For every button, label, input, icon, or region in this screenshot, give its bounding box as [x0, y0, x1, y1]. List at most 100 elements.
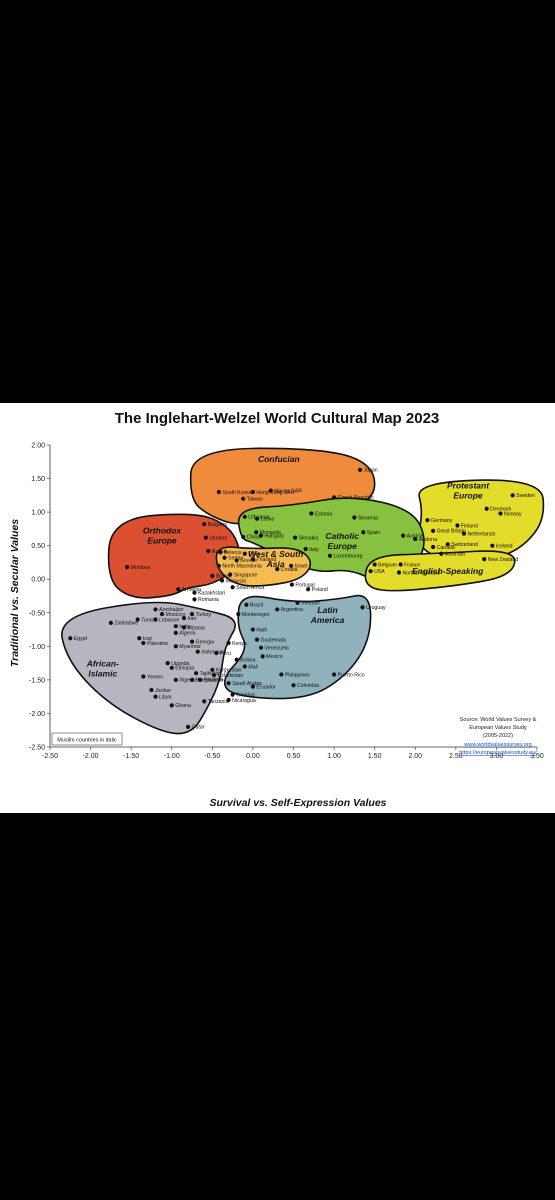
region-label: Latin — [317, 605, 337, 615]
country-label: South Korea — [222, 490, 251, 496]
country-point — [258, 533, 264, 538]
wvs-link[interactable]: www.worldvaluessurvey.org — [463, 742, 531, 748]
country-point — [173, 624, 178, 629]
source-line-2: European Values Study — [469, 725, 527, 731]
country-label: Netherlands — [467, 531, 495, 537]
country-point — [309, 511, 314, 516]
region-label: America — [310, 615, 345, 625]
region-label: Protestant — [447, 481, 490, 491]
country-label: Georgia — [196, 639, 215, 645]
country-label: Israel — [295, 564, 308, 570]
country-label: Thailand — [256, 557, 276, 563]
country-label: Brazil — [250, 603, 263, 609]
country-point — [234, 558, 239, 563]
country-point — [165, 661, 170, 666]
country-point — [226, 681, 231, 686]
country-label: Belgium — [378, 562, 397, 568]
country-point — [137, 636, 142, 641]
country-label: Switzerland — [451, 542, 478, 548]
country-point — [445, 542, 450, 547]
country-point — [189, 612, 195, 617]
country-label: Argentina — [281, 607, 303, 613]
evs-link[interactable]: https://europeanvaluesstudy.eu/ — [459, 750, 537, 756]
country-label: New Zealand — [488, 557, 519, 563]
country-label: Serbia — [228, 556, 243, 562]
country-point — [181, 625, 187, 630]
country-label: Guatemala — [260, 637, 285, 643]
country-point — [173, 630, 178, 636]
country-point — [189, 677, 195, 682]
country-label: Italy — [309, 547, 319, 553]
country-point — [279, 672, 284, 677]
country-label: Tunisia — [141, 617, 157, 623]
country-point — [413, 536, 418, 542]
country-point — [295, 600, 300, 605]
country-label: Belarus — [224, 550, 242, 556]
country-label: Pakistan — [204, 678, 224, 684]
country-label: Iran — [187, 616, 196, 622]
country-label: USA — [374, 569, 385, 575]
x-tick-label: 0.50 — [287, 753, 301, 760]
country-label: Colombia — [297, 683, 319, 689]
country-label: Mongolia — [260, 530, 281, 536]
country-point — [236, 612, 241, 617]
country-label: Uzbekistan — [217, 673, 243, 679]
region-label: African- — [86, 658, 119, 668]
country-label: Tanzania — [208, 699, 229, 705]
country-point — [194, 671, 199, 676]
country-point — [206, 548, 211, 554]
country-label: Bosnia — [216, 574, 232, 580]
country-label: Zimbabwe — [114, 621, 138, 627]
country-label: Slovenia — [358, 515, 378, 521]
country-point — [203, 535, 208, 540]
country-label: Vietnam — [301, 601, 320, 607]
country-point — [484, 506, 489, 511]
country-point — [192, 590, 197, 595]
country-point — [230, 692, 235, 697]
country-point — [241, 496, 246, 501]
y-tick-label: -0.50 — [29, 610, 45, 617]
country-point — [244, 602, 249, 607]
country-label: Jordan — [154, 688, 171, 694]
country-label: Finland — [461, 523, 478, 529]
country-point — [254, 516, 260, 521]
country-point — [482, 556, 487, 562]
country-label: Haiti — [256, 627, 266, 633]
x-tick-label: -1.00 — [164, 753, 180, 760]
country-label: Palestine — [147, 641, 168, 647]
country-label: Portugal — [295, 582, 314, 588]
country-point — [425, 518, 430, 523]
country-point — [195, 649, 200, 654]
country-point — [396, 570, 402, 575]
y-tick-label: -1.50 — [29, 677, 45, 684]
country-label: Iceland — [496, 543, 513, 549]
country-label: Slovakia — [299, 535, 319, 541]
country-label: Kazakhstan — [198, 590, 225, 596]
country-label: Ethiopia — [175, 666, 194, 672]
country-point — [153, 607, 158, 612]
country-label: Nigeria — [179, 678, 196, 684]
country-label: North Macedonia — [222, 564, 262, 570]
country-point — [173, 644, 178, 649]
y-tick-label: 1.00 — [31, 510, 45, 517]
country-label: Norway — [504, 511, 522, 517]
country-label: Malaysia — [226, 578, 247, 584]
region-label: Orthodox — [143, 526, 183, 536]
country-point — [198, 677, 203, 682]
country-point — [289, 582, 294, 587]
country-label: Ukraine — [209, 535, 227, 541]
country-label: Greece — [240, 558, 257, 564]
country-point — [242, 514, 247, 519]
country-point — [242, 664, 247, 669]
country-label: Kenya — [232, 641, 247, 647]
region-shape — [107, 513, 241, 599]
country-point — [250, 684, 256, 689]
country-point — [222, 555, 227, 560]
region-label: Europe — [147, 536, 177, 546]
country-label: Peru — [220, 651, 231, 657]
muslim-note: Muslim countries in italic — [57, 738, 117, 744]
y-tick-label: -1.00 — [29, 644, 45, 651]
country-label: Canada — [437, 545, 455, 551]
country-label: Ecuador — [256, 684, 276, 690]
country-point — [360, 605, 365, 610]
